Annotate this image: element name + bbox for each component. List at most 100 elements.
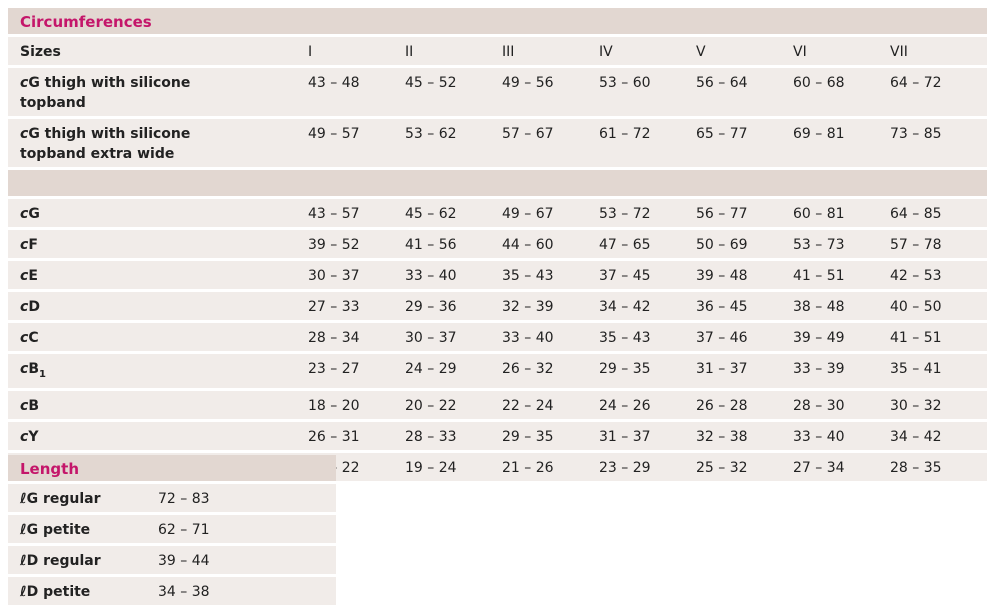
range-cell: 18 – 20 [308, 397, 360, 414]
range-cell: 31 – 37 [696, 361, 748, 377]
range-cell: 26 – 31 [308, 428, 360, 445]
size-heading: VII [890, 44, 908, 60]
row-label: ℓD petite [8, 582, 158, 602]
label-name: G thigh with silicone topband extra wide [20, 126, 191, 162]
range-cell: 35 – 41 [890, 361, 942, 377]
label-name: Y [28, 428, 39, 445]
separator-band [8, 170, 987, 196]
range-cell: 41 – 51 [793, 268, 845, 284]
range-cell: 65 – 77 [696, 126, 748, 142]
range-cell: 62 – 71 [158, 522, 210, 538]
table-row: cG thigh with silicone topband extra wid… [8, 119, 987, 167]
range-cell: 56 – 64 [696, 75, 748, 91]
range-cell: 33 – 39 [793, 361, 845, 377]
label-text: ℓG petite [20, 520, 90, 540]
label-name: D regular [26, 553, 101, 569]
range-cell: 28 – 34 [308, 330, 360, 346]
range-cell: 37 – 45 [599, 268, 651, 284]
label-name: D [28, 299, 40, 315]
range-cell: 20 – 22 [405, 397, 457, 414]
label-name: B [28, 397, 39, 414]
range-cell: 33 – 40 [405, 268, 457, 284]
table-row: cC 28 – 34 30 – 37 33 – 40 35 – 43 37 – 46 39 … [8, 323, 987, 351]
label-prefix: ℓ [20, 553, 27, 569]
row-label: cC [8, 328, 308, 348]
section-title: Circumferences [8, 8, 987, 34]
label-name: B [28, 361, 39, 377]
label-prefix: ℓ [20, 491, 27, 507]
label-subscript: 1 [38, 368, 46, 380]
table-row: cG thigh with silicone topband 43 – 48 45 … [8, 68, 987, 116]
table-row: ℓG petite 62 – 71 [8, 515, 336, 543]
label-text: ℓD regular [20, 551, 101, 571]
label-prefix: c [20, 206, 29, 222]
range-cell: 37 – 46 [696, 330, 748, 346]
range-cell: 57 – 78 [890, 237, 942, 253]
range-cell: 36 – 45 [696, 299, 748, 315]
label-text: cY [20, 427, 38, 447]
label-text: ℓD petite [20, 582, 90, 602]
label-prefix: c [20, 237, 29, 253]
range-cell: 41 – 56 [405, 237, 457, 253]
range-cell: 28 – 33 [405, 428, 457, 445]
size-heading: V [696, 44, 706, 60]
range-cell: 30 – 37 [308, 268, 360, 284]
range-cell: 23 – 27 [308, 361, 360, 377]
range-cell: 25 – 32 [696, 459, 748, 476]
row-label: cB [8, 396, 308, 416]
label-name: C [28, 330, 39, 346]
size-heading: III [502, 44, 515, 60]
label-text: cG thigh with silicone topband [20, 73, 260, 113]
range-cell: 60 – 68 [793, 75, 845, 91]
range-cell: 39 – 48 [696, 268, 748, 284]
range-cell: 26 – 28 [696, 397, 748, 414]
range-cell: 45 – 62 [405, 206, 457, 222]
table-row: ℓG regular 72 – 83 [8, 484, 336, 512]
table-row: cB1 23 – 27 24 – 29 26 – 32 29 – 35 31 – 37 33… [8, 354, 987, 388]
range-cell: 49 – 67 [502, 206, 554, 222]
range-cell: 33 – 40 [793, 428, 845, 445]
range-cell: 28 – 35 [890, 459, 942, 476]
table-row: cY 26 – 31 28 – 33 29 – 35 31 – 37 32 – 38 33 … [8, 421, 987, 450]
range-cell: 42 – 53 [890, 268, 942, 284]
label-prefix: c [20, 397, 29, 414]
table-row: cF 39 – 52 41 – 56 44 – 60 47 – 65 50 – 69 53 … [8, 230, 987, 258]
table-row: cG 43 – 57 45 – 62 49 – 67 53 – 72 56 – 77 60 … [8, 199, 987, 227]
range-cell: 32 – 39 [502, 299, 554, 315]
range-cell: 50 – 69 [696, 237, 748, 253]
row-label: cE [8, 266, 308, 286]
range-cell: 21 – 26 [502, 459, 554, 476]
range-cell: 56 – 77 [696, 206, 748, 222]
range-cell: 49 – 57 [308, 126, 360, 142]
range-cell: 19 – 24 [405, 459, 457, 476]
range-cell: 44 – 60 [502, 237, 554, 253]
label-text: cF [20, 235, 38, 255]
label-prefix: c [20, 361, 29, 377]
row-label: ℓG petite [8, 520, 158, 540]
label-name: F [28, 237, 38, 253]
range-cell: 43 – 57 [308, 206, 360, 222]
row-label: cD [8, 297, 308, 317]
size-heading: II [405, 44, 414, 60]
range-cell: 53 – 62 [405, 126, 457, 142]
header-label: Sizes [20, 44, 61, 60]
table-row: ℓD petite 34 – 38 [8, 577, 336, 605]
range-cell: 29 – 35 [502, 428, 554, 445]
label-prefix: ℓ [20, 584, 27, 600]
range-cell: 64 – 85 [890, 206, 942, 222]
label-text: cE [20, 266, 38, 286]
length-table: Length ℓG regular 72 – 83 ℓG petite 62 – 71 ℓ… [8, 455, 336, 605]
range-cell: 60 – 81 [793, 206, 845, 222]
range-cell: 29 – 35 [599, 361, 651, 377]
label-name: D petite [26, 584, 91, 600]
label-name: G [28, 206, 40, 222]
label-name: G thigh with silicone topband [20, 75, 191, 111]
range-cell: 43 – 48 [308, 75, 360, 91]
range-cell: 23 – 29 [599, 459, 651, 476]
size-heading: I [308, 44, 313, 60]
range-cell: 40 – 50 [890, 299, 942, 315]
range-cell: 34 – 42 [599, 299, 651, 315]
range-cell: 32 – 38 [696, 428, 748, 445]
range-cell: 34 – 38 [158, 584, 210, 600]
